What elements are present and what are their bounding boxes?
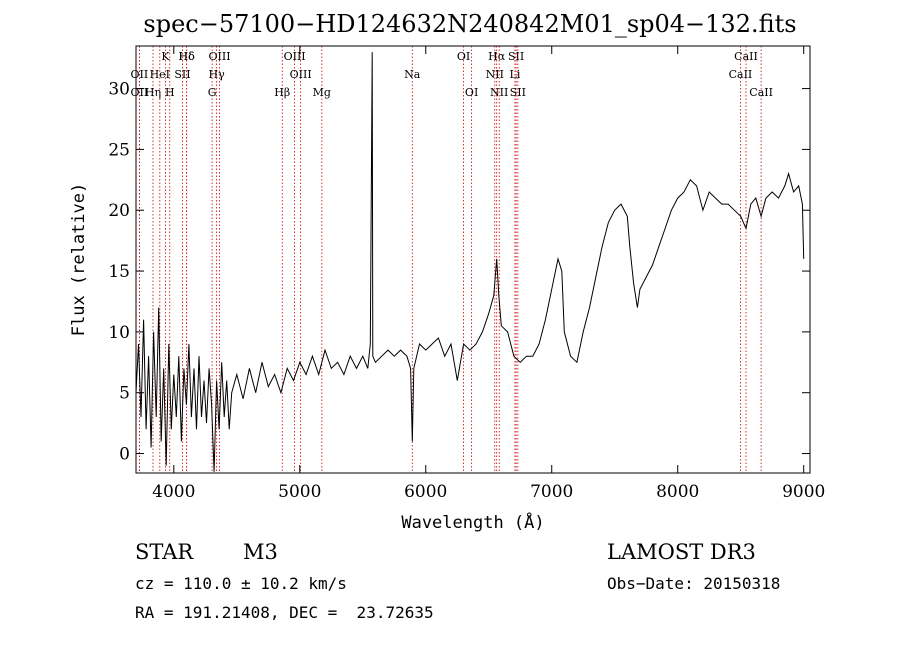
object-subclass: M3 [243, 540, 278, 564]
spectral-line-label: Hδ [179, 50, 196, 63]
spectral-line-label: Hβ [274, 86, 290, 99]
spectral-line-label: Mg [313, 86, 331, 99]
chart-title: spec−57100−HD124632N240842M01_sp04−132.f… [143, 10, 796, 38]
spectral-line-label: Na [404, 68, 421, 81]
spectral-line-label: SII [174, 68, 190, 81]
spectrum-line [135, 52, 805, 472]
observation-date: Obs−Date: 20150318 [607, 574, 781, 593]
plot-frame [135, 45, 811, 474]
spectral-line-label: Hδ [179, 50, 196, 63]
y-tick-label: 15 [108, 262, 130, 282]
spectral-line-label: HeI [150, 68, 170, 81]
spectral-line-label: Li [510, 68, 521, 81]
y-tick-label: 25 [108, 140, 130, 160]
spectral-line-label: CaII [749, 86, 773, 99]
spectral-line-label: CaII [734, 50, 758, 63]
spectral-line-label: OIII [290, 68, 312, 81]
y-tick-label: 10 [108, 323, 130, 343]
spectral-line-label: CaII [729, 68, 753, 81]
survey-name: LAMOST DR3 [607, 540, 756, 564]
ra-dec-coordinates: RA = 191.21408, DEC = 23.72635 [135, 603, 434, 622]
y-tick-label: 0 [119, 445, 130, 465]
spectral-line-label: G [208, 86, 217, 99]
x-tick-label: 6000 [404, 482, 447, 502]
spectral-line-label: Hα [488, 50, 506, 63]
spectral-line-label: SII [510, 86, 526, 99]
object-type: STAR [135, 540, 194, 564]
x-tick-label: 4000 [152, 482, 195, 502]
x-axis-label: Wavelength (Å) [401, 511, 544, 533]
spectral-line-label: SII [508, 50, 524, 63]
y-tick-label: 30 [108, 80, 130, 100]
spectral-line-label: NII [486, 68, 504, 81]
spectral-line-label: Hγ [209, 68, 226, 81]
spectral-line-label: K [161, 50, 170, 63]
y-tick-label: 5 [119, 384, 130, 404]
x-tick-label: 9000 [782, 482, 825, 502]
x-tick-label: 7000 [530, 482, 573, 502]
spectral-line-label: OII [131, 68, 149, 81]
y-tick-label: 20 [108, 201, 130, 221]
spectral-line-label: OIII [284, 50, 306, 63]
spectral-line-label: OI [457, 50, 470, 63]
y-axis-label: Flux (relative) [69, 183, 89, 337]
spectral-line-label: H [165, 86, 175, 99]
spectral-line-label: Hη [145, 86, 161, 99]
redshift-cz: cz = 110.0 ± 10.2 km/s [135, 574, 347, 593]
spectral-line-label: OIII [208, 50, 230, 63]
spectral-line-label: NII [490, 86, 508, 99]
spectral-line-label: OII [131, 86, 149, 99]
x-tick-label: 8000 [656, 482, 699, 502]
x-tick-label: 5000 [278, 482, 321, 502]
spectral-line-label: OI [465, 86, 478, 99]
